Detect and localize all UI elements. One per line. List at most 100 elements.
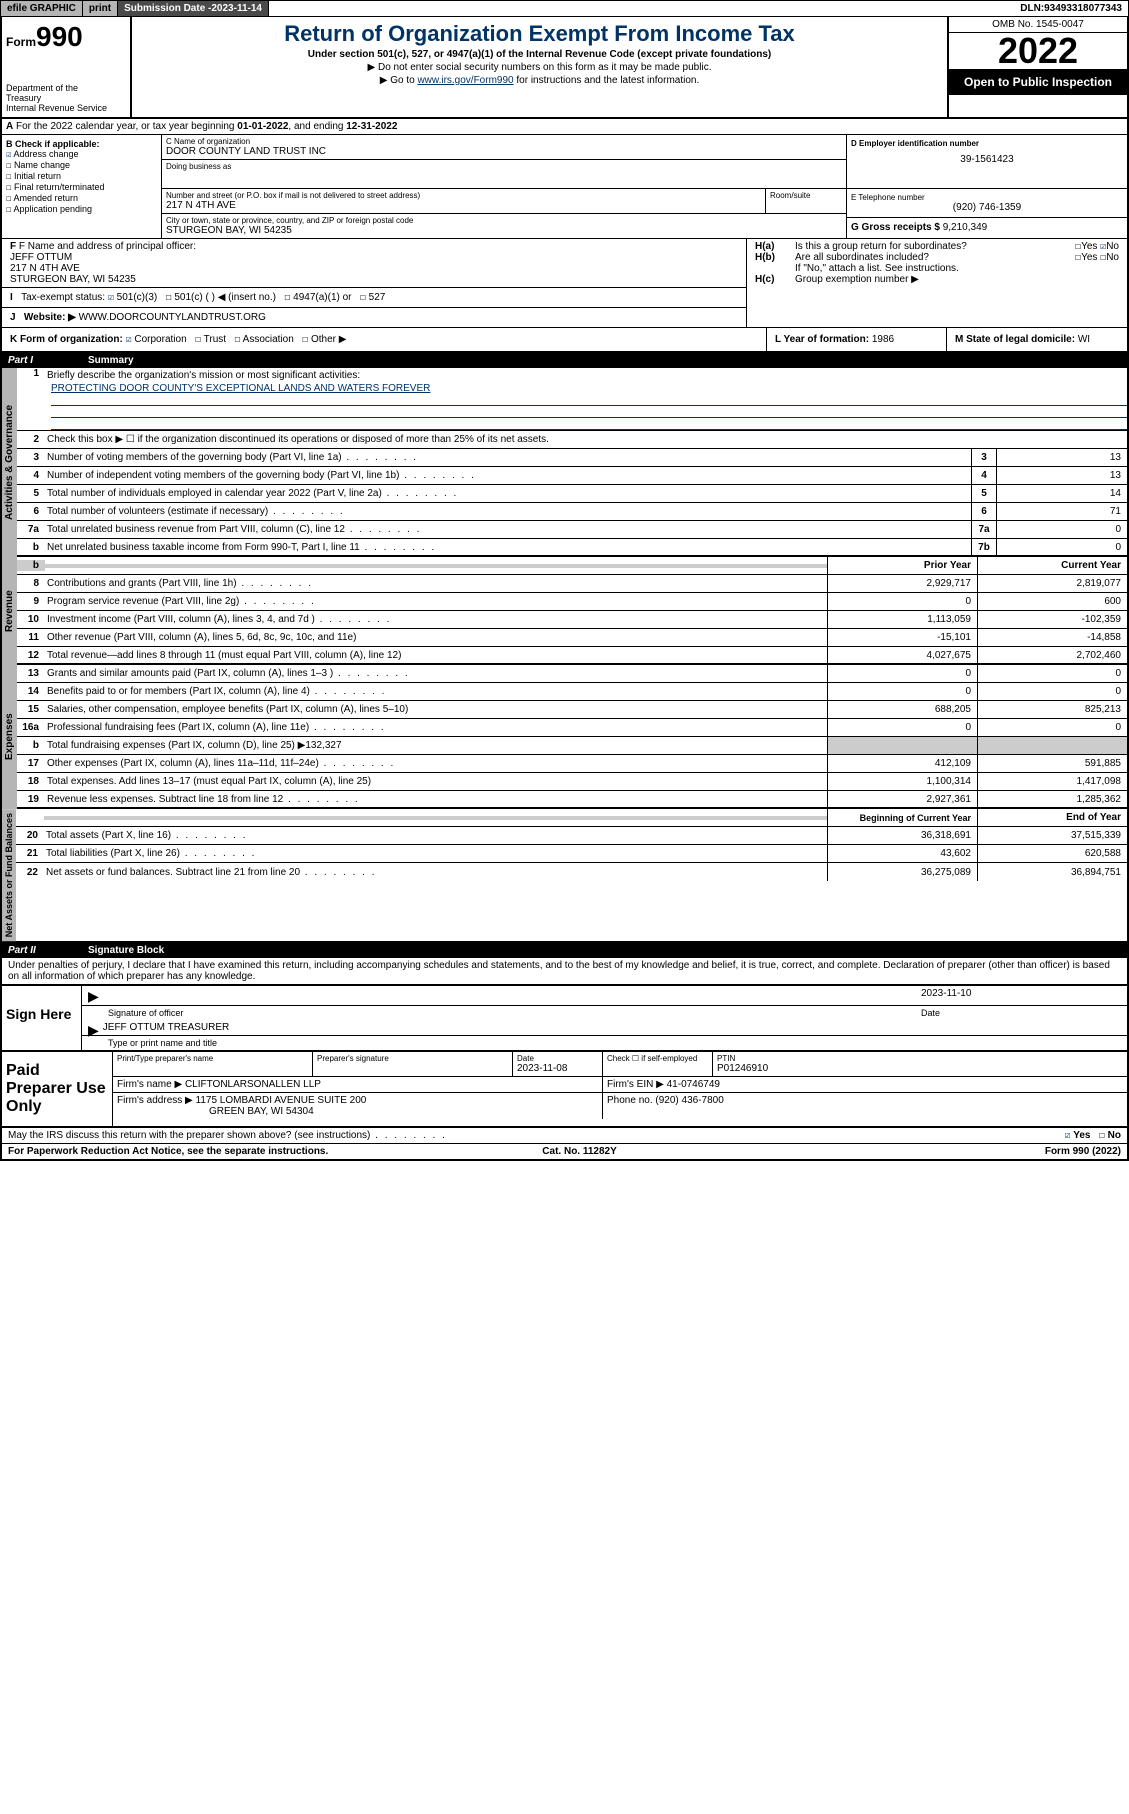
chk-address[interactable] xyxy=(6,150,11,160)
sign-here-label: Sign Here xyxy=(2,986,82,1050)
c12: 2,702,460 xyxy=(977,647,1127,663)
p13: 0 xyxy=(827,665,977,682)
c9: 600 xyxy=(977,593,1127,610)
hb-text: Are all subordinates included? xyxy=(795,252,1075,263)
print-button[interactable]: print xyxy=(83,1,118,16)
rev-side-label: Revenue xyxy=(2,557,17,665)
sign-here: Sign Here 2023-11-10 Signature of office… xyxy=(0,985,1129,1052)
chk-other[interactable] xyxy=(302,334,308,345)
v3: 13 xyxy=(997,449,1127,466)
officer-print-name: JEFF OTTUM TREASURER xyxy=(103,1022,229,1033)
l10-text: Investment income (Part VIII, column (A)… xyxy=(45,612,827,627)
section-fhij: F F Name and address of principal office… xyxy=(0,239,1129,328)
netassets-section: Net Assets or Fund Balances Beginning of… xyxy=(0,809,1129,943)
l9-text: Program service revenue (Part VIII, line… xyxy=(45,594,827,609)
hc-text: Group exemption number ▶ xyxy=(795,274,919,285)
l16a-text: Professional fundraising fees (Part IX, … xyxy=(45,720,827,735)
footer: For Paperwork Reduction Act Notice, see … xyxy=(0,1144,1129,1161)
p8: 2,929,717 xyxy=(827,575,977,592)
p10: 1,113,059 xyxy=(827,611,977,628)
room-label: Room/suite xyxy=(770,191,842,200)
sign-date: 2023-11-10 xyxy=(921,988,1121,1003)
chk-app[interactable] xyxy=(6,205,11,215)
c16a: 0 xyxy=(977,719,1127,736)
hb-note: If "No," attach a list. See instructions… xyxy=(755,263,1119,274)
form-number: Form990 xyxy=(6,21,126,53)
street-address: 217 N 4TH AVE xyxy=(166,200,761,211)
discuss-yes[interactable] xyxy=(1064,1130,1070,1141)
l2-text: Check this box ▶ ☐ if the organization d… xyxy=(45,432,1127,447)
discuss-no[interactable] xyxy=(1099,1130,1105,1141)
p18: 1,100,314 xyxy=(827,773,977,790)
p19: 2,927,361 xyxy=(827,791,977,807)
penalty-text: Under penalties of perjury, I declare th… xyxy=(0,958,1129,985)
prep-selfemp: Check ☐ if self-employed xyxy=(603,1052,713,1076)
chk-assoc[interactable] xyxy=(234,334,240,345)
submission-date: Submission Date - 2023-11-14 xyxy=(118,1,269,16)
form-note-link: ▶ Go to www.irs.gov/Form990 for instruct… xyxy=(136,75,943,86)
sig-officer-label: Signature of officer xyxy=(108,1008,921,1018)
firm-addr1: 1175 LOMBARDI AVENUE SUITE 200 xyxy=(196,1095,367,1106)
p11: -15,101 xyxy=(827,629,977,646)
tax-year: 2022 xyxy=(949,33,1127,69)
website[interactable]: WWW.DOORCOUNTYLANDTRUST.ORG xyxy=(79,312,266,323)
chk-501c[interactable] xyxy=(166,292,172,303)
chk-4947[interactable] xyxy=(284,292,290,303)
v6: 71 xyxy=(997,503,1127,520)
form-subtitle: Under section 501(c), 527, or 4947(a)(1)… xyxy=(136,49,943,60)
discuss-row: May the IRS discuss this return with the… xyxy=(0,1128,1129,1144)
end-year-hdr: End of Year xyxy=(977,809,1127,826)
chk-final[interactable] xyxy=(6,183,11,193)
chk-name[interactable] xyxy=(6,161,11,171)
phone: (920) 746-1359 xyxy=(851,202,1123,213)
section-klm: K Form of organization: Corporation Trus… xyxy=(0,328,1129,353)
city-label: City or town, state or province, country… xyxy=(166,216,842,225)
l4-text: Number of independent voting members of … xyxy=(45,468,971,483)
l7b-text: Net unrelated business taxable income fr… xyxy=(45,540,971,555)
p17: 412,109 xyxy=(827,755,977,772)
c13: 0 xyxy=(977,665,1127,682)
part-ii-header: Part IISignature Block xyxy=(0,943,1129,958)
chk-trust[interactable] xyxy=(195,334,201,345)
governance-section: Activities & Governance 1Briefly describ… xyxy=(0,368,1129,557)
open-public-badge: Open to Public Inspection xyxy=(949,69,1127,95)
prep-date: 2023-11-08 xyxy=(517,1063,598,1074)
g-label: G Gross receipts $ xyxy=(851,222,943,233)
print-name-label: Type or print name and title xyxy=(108,1038,217,1048)
org-name: DOOR COUNTY LAND TRUST INC xyxy=(166,146,842,157)
l14-text: Benefits paid to or for members (Part IX… xyxy=(45,684,827,699)
chk-initial[interactable] xyxy=(6,172,11,182)
l21-text: Total liabilities (Part X, line 26) xyxy=(44,846,827,861)
efile-badge[interactable]: efile GRAPHIC xyxy=(1,1,83,16)
current-year-hdr: Current Year xyxy=(977,557,1127,574)
l-label: L Year of formation: xyxy=(775,334,869,345)
gov-side-label: Activities & Governance xyxy=(2,368,17,557)
dln: DLN: 93493318077343 xyxy=(1014,1,1128,16)
top-bar: efile GRAPHIC print Submission Date - 20… xyxy=(0,0,1129,17)
section-bcdefgh: B Check if applicable: Address change Na… xyxy=(0,135,1129,239)
paid-preparer: Paid Preparer Use Only Print/Type prepar… xyxy=(0,1052,1129,1128)
gross-receipts: 9,210,349 xyxy=(943,222,988,233)
revenue-section: Revenue bPrior YearCurrent Year 8Contrib… xyxy=(0,557,1129,665)
prep-h2: Preparer's signature xyxy=(313,1052,513,1076)
firm-addr2: GREEN BAY, WI 54304 xyxy=(209,1106,314,1117)
officer-addr1: 217 N 4TH AVE xyxy=(10,263,738,274)
m-label: M State of legal domicile: xyxy=(955,334,1075,345)
discuss-text: May the IRS discuss this return with the… xyxy=(8,1130,1064,1141)
l5-text: Total number of individuals employed in … xyxy=(45,486,971,501)
form-header: Form990 Department of theTreasuryInterna… xyxy=(0,17,1129,119)
chk-amended[interactable] xyxy=(6,194,11,204)
form-title: Return of Organization Exempt From Incom… xyxy=(136,21,943,47)
line-a: A For the 2022 calendar year, or tax yea… xyxy=(0,119,1129,135)
l11-text: Other revenue (Part VIII, column (A), li… xyxy=(45,630,827,645)
chk-501c3[interactable] xyxy=(108,292,114,303)
l12-text: Total revenue—add lines 8 through 11 (mu… xyxy=(45,648,827,663)
dept-treasury: Department of theTreasuryInternal Revenu… xyxy=(6,83,126,113)
officer-addr2: STURGEON BAY, WI 54235 xyxy=(10,274,738,285)
irs-link[interactable]: www.irs.gov/Form990 xyxy=(417,75,513,86)
p9: 0 xyxy=(827,593,977,610)
net-side-label: Net Assets or Fund Balances xyxy=(2,809,16,941)
chk-527[interactable] xyxy=(360,292,366,303)
l20-text: Total assets (Part X, line 16) xyxy=(44,828,827,843)
chk-corp[interactable] xyxy=(126,334,132,345)
